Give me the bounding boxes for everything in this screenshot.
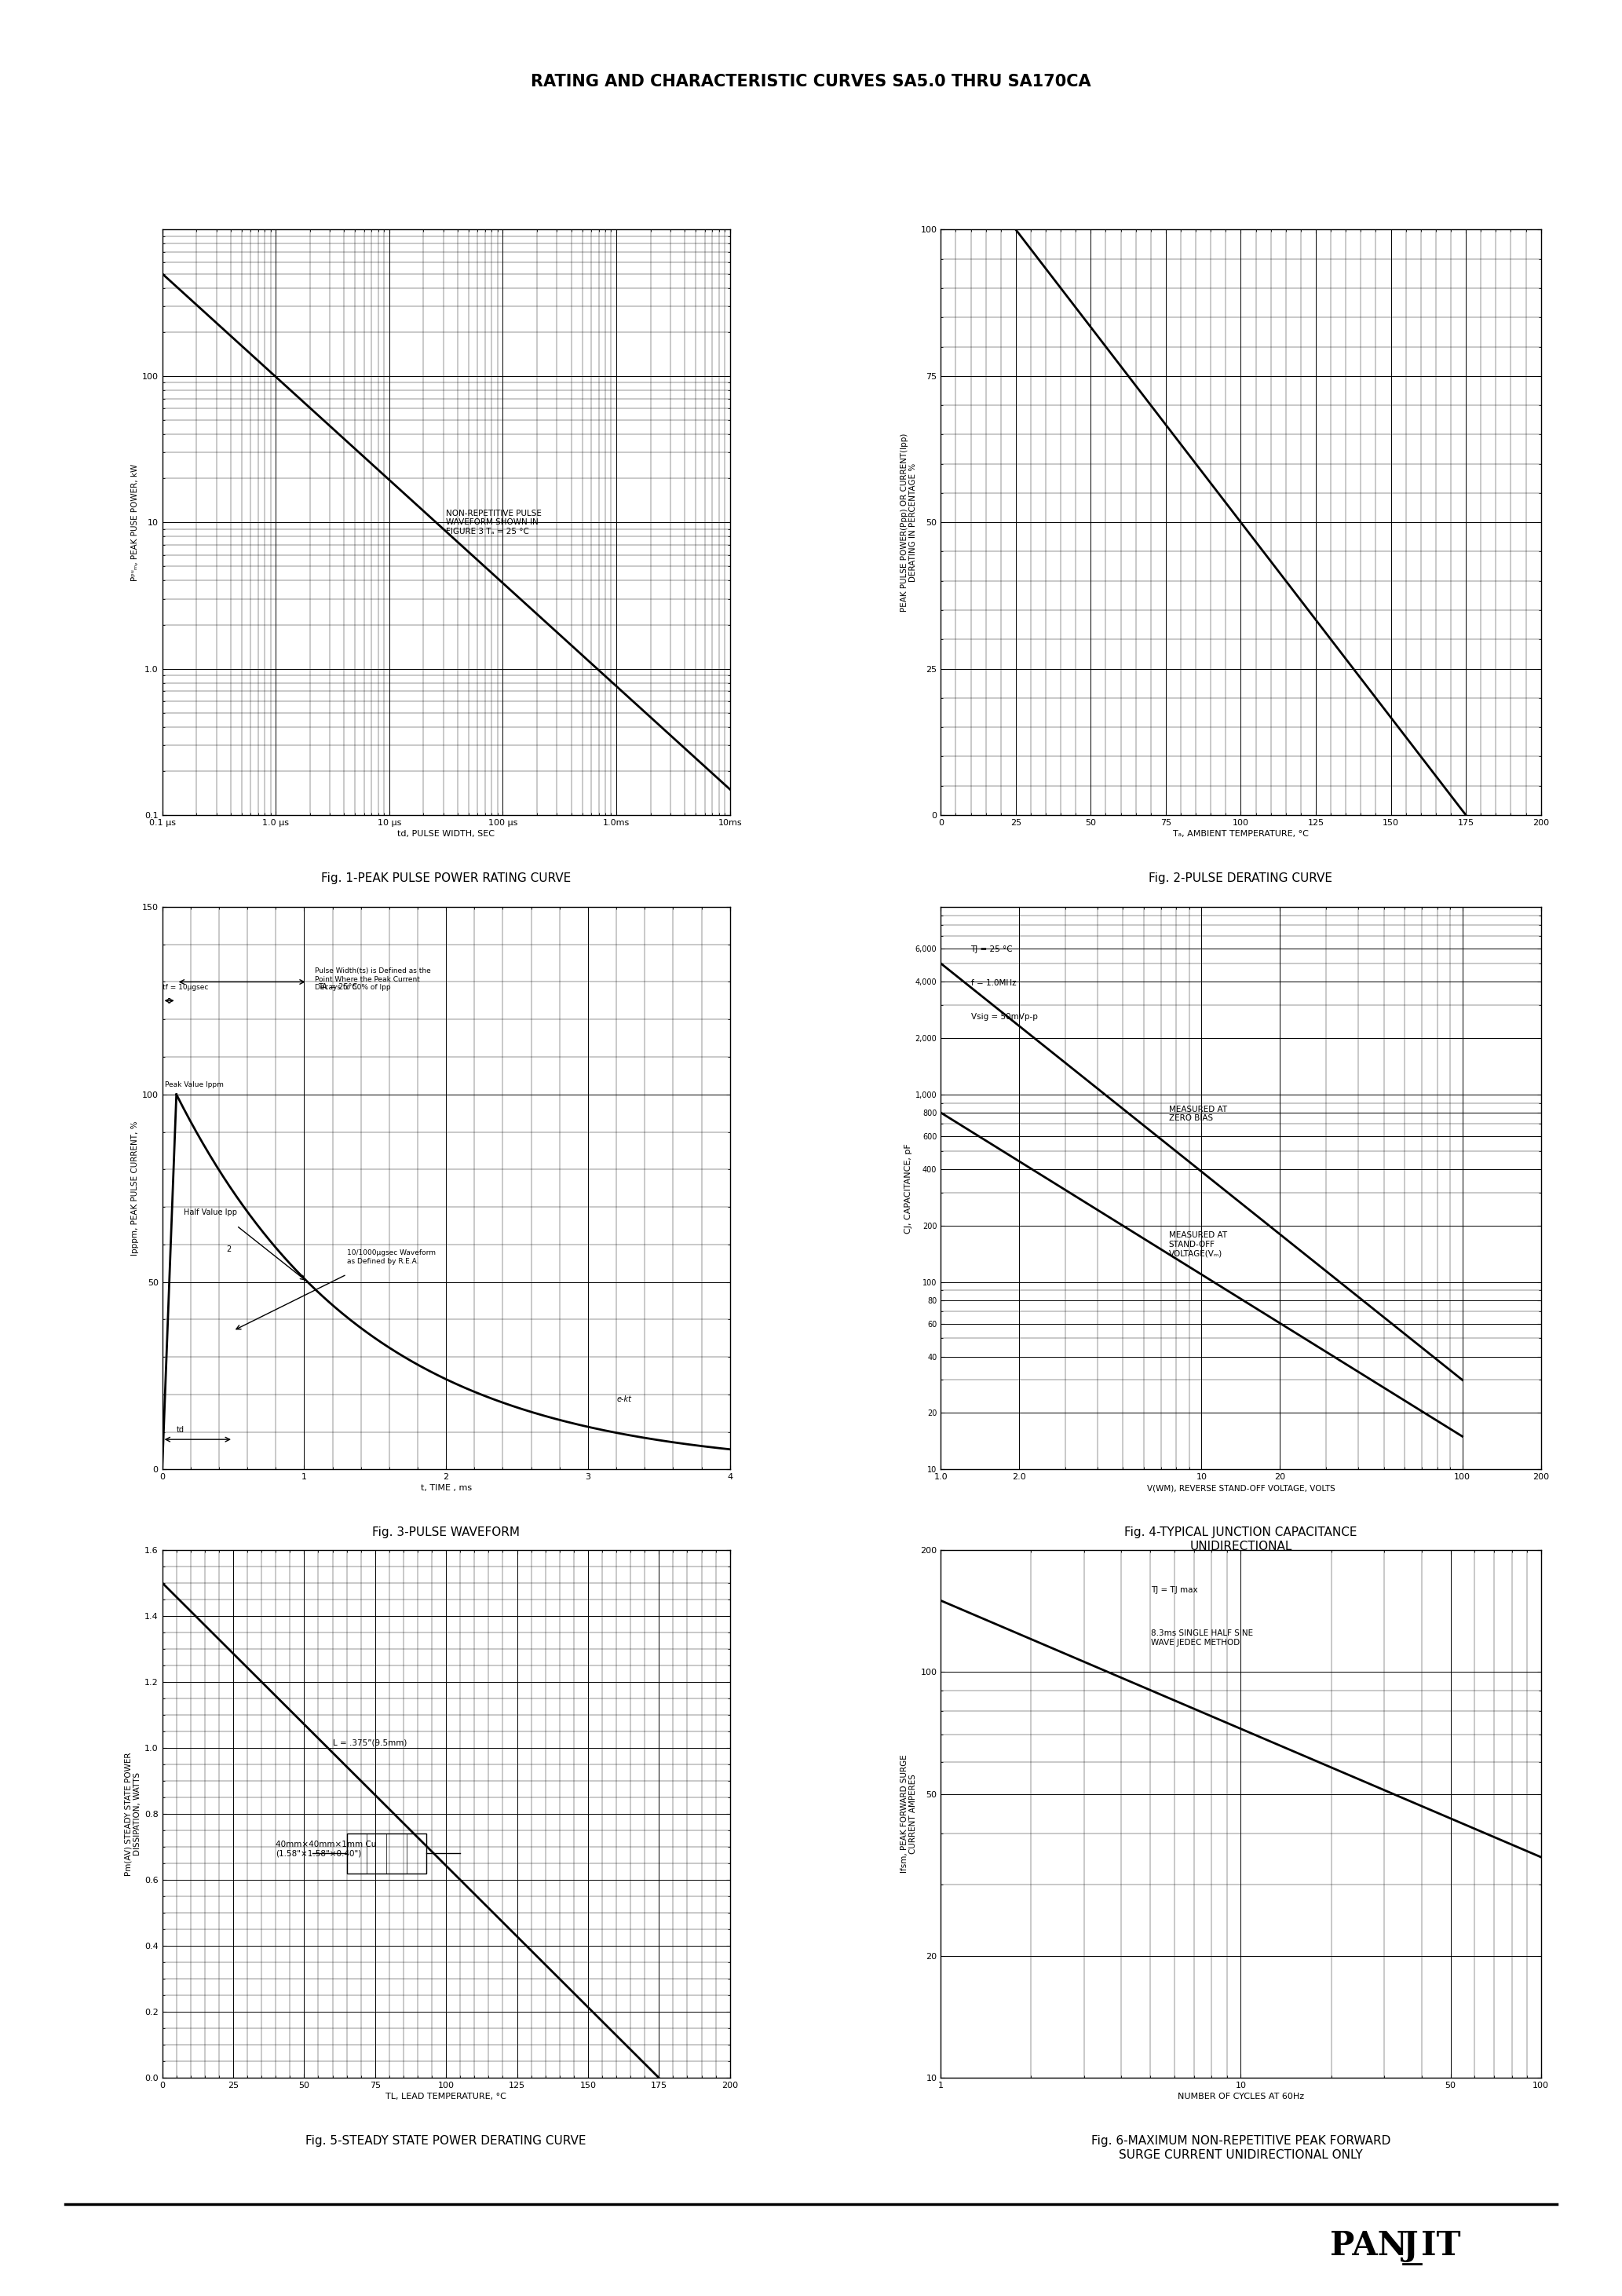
- Text: 10/1000μgsec Waveform
as Defined by R.E.A.: 10/1000μgsec Waveform as Defined by R.E.…: [347, 1249, 435, 1265]
- Text: Fig. 1-PEAK PULSE POWER RATING CURVE: Fig. 1-PEAK PULSE POWER RATING CURVE: [321, 872, 571, 884]
- Text: Fig. 6-MAXIMUM NON-REPETITIVE PEAK FORWARD
SURGE CURRENT UNIDIRECTIONAL ONLY: Fig. 6-MAXIMUM NON-REPETITIVE PEAK FORWA…: [1092, 2135, 1390, 2161]
- Text: Vsig = 50mVp-p: Vsig = 50mVp-p: [970, 1013, 1038, 1022]
- Text: TA = 25°C: TA = 25°C: [318, 983, 358, 992]
- X-axis label: V(WM), REVERSE STAND-OFF VOLTAGE, VOLTS: V(WM), REVERSE STAND-OFF VOLTAGE, VOLTS: [1147, 1486, 1335, 1492]
- Y-axis label: CJ, CAPACITANCE, pF: CJ, CAPACITANCE, pF: [903, 1143, 912, 1233]
- Y-axis label: Ipppm, PEAK PULSE CURRENT, %: Ipppm, PEAK PULSE CURRENT, %: [131, 1120, 138, 1256]
- Text: 2: 2: [225, 1247, 230, 1254]
- Text: Pulse Width(ts) is Defined as the
Point Where the Peak Current
Decays to 50% of : Pulse Width(ts) is Defined as the Point …: [315, 967, 431, 992]
- Text: Peak Value Ippm: Peak Value Ippm: [165, 1081, 224, 1088]
- Text: tf = 10μgsec: tf = 10μgsec: [162, 985, 208, 992]
- Text: Fig. 2-PULSE DERATING CURVE: Fig. 2-PULSE DERATING CURVE: [1148, 872, 1333, 884]
- Text: 8.3ms SINGLE HALF SINE
WAVE JEDEC METHOD: 8.3ms SINGLE HALF SINE WAVE JEDEC METHOD: [1150, 1630, 1252, 1646]
- Y-axis label: Ifsm, PEAK FORWARD SURGE
CURRENT AMPERES: Ifsm, PEAK FORWARD SURGE CURRENT AMPERES: [900, 1754, 916, 1874]
- Text: 40mm×40mm×1mm Cu
(1.58"×1.58"×0.40"): 40mm×40mm×1mm Cu (1.58"×1.58"×0.40"): [276, 1841, 376, 1857]
- Y-axis label: Pᵖᵘₘ, PEAK PUSE POWER, kW: Pᵖᵘₘ, PEAK PUSE POWER, kW: [131, 464, 138, 581]
- Text: e-kt: e-kt: [616, 1396, 631, 1403]
- X-axis label: TL, LEAD TEMPERATURE, °C: TL, LEAD TEMPERATURE, °C: [386, 2094, 506, 2101]
- Text: NON-REPETITIVE PULSE
WAVEFORM SHOWN IN
FIGURE 3 Tₐ = 25 °C: NON-REPETITIVE PULSE WAVEFORM SHOWN IN F…: [446, 510, 542, 535]
- Text: PAN: PAN: [1330, 2229, 1408, 2262]
- Text: TJ = 25 °C: TJ = 25 °C: [970, 946, 1012, 953]
- Text: MEASURED AT
ZERO BIAS: MEASURED AT ZERO BIAS: [1169, 1104, 1226, 1123]
- X-axis label: td, PULSE WIDTH, SEC: td, PULSE WIDTH, SEC: [397, 831, 495, 838]
- Text: RATING AND CHARACTERISTIC CURVES SA5.0 THRU SA170CA: RATING AND CHARACTERISTIC CURVES SA5.0 T…: [530, 73, 1092, 90]
- Text: td: td: [177, 1426, 185, 1433]
- X-axis label: NUMBER OF CYCLES AT 60Hz: NUMBER OF CYCLES AT 60Hz: [1178, 2094, 1304, 2101]
- Text: Fig. 5-STEADY STATE POWER DERATING CURVE: Fig. 5-STEADY STATE POWER DERATING CURVE: [305, 2135, 587, 2147]
- Text: L = .375”(9.5mm): L = .375”(9.5mm): [333, 1738, 407, 1747]
- Text: MEASURED AT
STAND-OFF
VOLTAGE(Vₘ): MEASURED AT STAND-OFF VOLTAGE(Vₘ): [1169, 1231, 1226, 1258]
- Text: TJ = TJ max: TJ = TJ max: [1150, 1587, 1197, 1593]
- Text: IT: IT: [1421, 2229, 1460, 2262]
- Y-axis label: PEAK PULSE POWER(Ppp) OR CURRENT(Ipp)
DERATING IN PERCENTAGE %: PEAK PULSE POWER(Ppp) OR CURRENT(Ipp) DE…: [900, 434, 916, 611]
- FancyBboxPatch shape: [347, 1835, 427, 1874]
- Text: f = 1.0MHz: f = 1.0MHz: [970, 980, 1015, 987]
- Text: Fig. 3-PULSE WAVEFORM: Fig. 3-PULSE WAVEFORM: [373, 1527, 519, 1538]
- Text: Half Value Ipp: Half Value Ipp: [183, 1208, 237, 1217]
- Text: Fig. 4-TYPICAL JUNCTION CAPACITANCE
UNIDIRECTIONAL: Fig. 4-TYPICAL JUNCTION CAPACITANCE UNID…: [1124, 1527, 1358, 1552]
- X-axis label: Tₐ, AMBIENT TEMPERATURE, °C: Tₐ, AMBIENT TEMPERATURE, °C: [1173, 831, 1309, 838]
- X-axis label: t, TIME , ms: t, TIME , ms: [420, 1486, 472, 1492]
- Y-axis label: Pm(AV) STEADY STATE POWER
DISSIPATION, WATTS: Pm(AV) STEADY STATE POWER DISSIPATION, W…: [125, 1752, 141, 1876]
- Text: J: J: [1403, 2229, 1419, 2262]
